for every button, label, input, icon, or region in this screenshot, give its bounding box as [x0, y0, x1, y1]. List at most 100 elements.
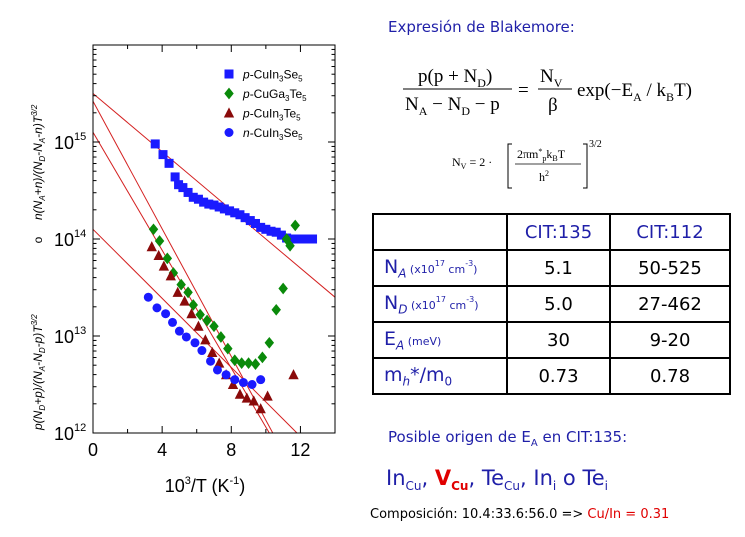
data-point — [158, 150, 168, 160]
parameter-label: NA (x1017 cm-3) — [372, 249, 508, 287]
table-header-row: CIT:135 CIT:112 — [372, 213, 731, 251]
parameters-table: CIT:135 CIT:112 NA (x1017 cm-3) 5.1 50-525… — [372, 213, 731, 395]
data-point — [227, 378, 239, 389]
data-point — [302, 234, 312, 244]
data-point — [150, 139, 160, 149]
data-point — [200, 334, 211, 345]
table-row: ND (x1017 cm-3) 5.0 27-462 — [372, 285, 731, 323]
data-point — [278, 282, 288, 295]
table-header-cell: CIT:112 — [609, 213, 731, 251]
data-point — [170, 172, 180, 182]
data-point — [255, 403, 266, 414]
data-point — [162, 252, 173, 265]
data-point — [245, 216, 255, 226]
equations-title: Expresión de Blakemore: — [388, 18, 575, 36]
defect-item: Ini — [533, 466, 557, 494]
data-point — [195, 308, 205, 321]
data-point — [183, 286, 193, 299]
value-cit112: 27-462 — [609, 285, 731, 323]
chart-legend: p-CuIn3Se5 p-CuGa3Te5 p-CuIn3Te5 n-CuIn3Se5 — [223, 68, 307, 142]
data-point — [308, 234, 318, 244]
data-point — [266, 226, 276, 236]
data-point — [223, 342, 233, 355]
data-point — [164, 158, 174, 168]
data-point — [165, 270, 176, 281]
parameter-label: ND (x1017 cm-3) — [372, 285, 508, 323]
data-point — [271, 303, 281, 316]
data-point — [193, 320, 204, 331]
data-point — [216, 331, 226, 343]
data-point — [292, 234, 302, 244]
data-point — [235, 210, 245, 220]
data-point — [154, 235, 165, 247]
value-cit135: 0.73 — [506, 357, 611, 395]
legend-marker — [224, 69, 234, 79]
data-point — [225, 206, 235, 216]
data-point — [188, 192, 198, 202]
data-point — [250, 218, 260, 228]
value-cit112: 9-20 — [609, 321, 731, 359]
data-point — [178, 183, 188, 193]
data-point — [181, 332, 191, 342]
data-point — [186, 308, 197, 319]
defect-item: TeCu — [481, 466, 521, 494]
data-point — [234, 388, 246, 399]
y-tick-label: 1013 — [54, 325, 86, 347]
data-point — [288, 369, 299, 380]
y-axis-label-upper: n(NA​+n)/(ND​-NA​-n)T3/2​ — [30, 104, 47, 220]
data-point — [287, 234, 297, 244]
x-tick-label: 8 — [226, 440, 236, 460]
cu-in-ratio: Cu/In = 0.31 — [587, 507, 670, 522]
data-point — [230, 375, 240, 385]
data-point — [276, 230, 286, 240]
data-point — [257, 351, 268, 364]
legend-label: p-CuIn3Se5 — [242, 68, 303, 84]
data-point — [202, 314, 212, 327]
origin-caption: Posible origen de EA en CIT:135: — [388, 428, 628, 449]
data-point — [281, 233, 292, 245]
table-row: NA (x1017 cm-3) 5.1 50-525 — [372, 249, 731, 287]
value-cit135: 5.0 — [506, 285, 611, 323]
data-point — [161, 309, 171, 319]
data-point — [297, 234, 307, 244]
value-cit112: 50-525 — [609, 249, 731, 287]
data-point — [250, 358, 261, 370]
data-point — [214, 357, 225, 368]
data-point — [271, 227, 281, 237]
legend-marker — [223, 107, 235, 118]
data-point — [256, 222, 266, 232]
x-axis-label: 103/T (K-1) — [165, 475, 246, 496]
data-point — [190, 338, 200, 348]
data-point — [197, 346, 207, 356]
data-point — [219, 204, 229, 214]
data-point — [209, 200, 219, 210]
legend-label: p-CuGa3Te5 — [242, 87, 307, 103]
y-tick-label: 1012 — [54, 422, 86, 444]
data-point — [172, 286, 183, 297]
data-point — [176, 278, 186, 291]
data-point — [146, 241, 157, 252]
data-point — [238, 378, 248, 388]
y-axis-label-lower: p(ND​+p)/(NA​-ND​-p)T3/2​ — [30, 314, 47, 431]
data-point — [262, 390, 273, 401]
legend-marker — [224, 87, 234, 100]
data-point — [212, 365, 222, 375]
data-point — [236, 357, 247, 370]
parameter-label: mh*/m0 — [372, 357, 508, 395]
data-point — [248, 395, 259, 406]
fit-line — [93, 228, 298, 433]
data-point — [207, 346, 218, 357]
y-tick-label: 1015 — [54, 131, 86, 153]
data-point — [243, 357, 254, 370]
defect-item: Tei — [582, 466, 608, 494]
data-point — [209, 320, 219, 333]
data-point — [183, 187, 193, 197]
fit-line — [93, 93, 335, 298]
data-point — [206, 356, 216, 366]
data-point — [256, 375, 266, 385]
fit-line — [93, 101, 274, 433]
table-row: EA (meV) 30 9-20 — [372, 321, 731, 359]
value-cit135: 30 — [506, 321, 611, 359]
data-point — [247, 380, 257, 389]
